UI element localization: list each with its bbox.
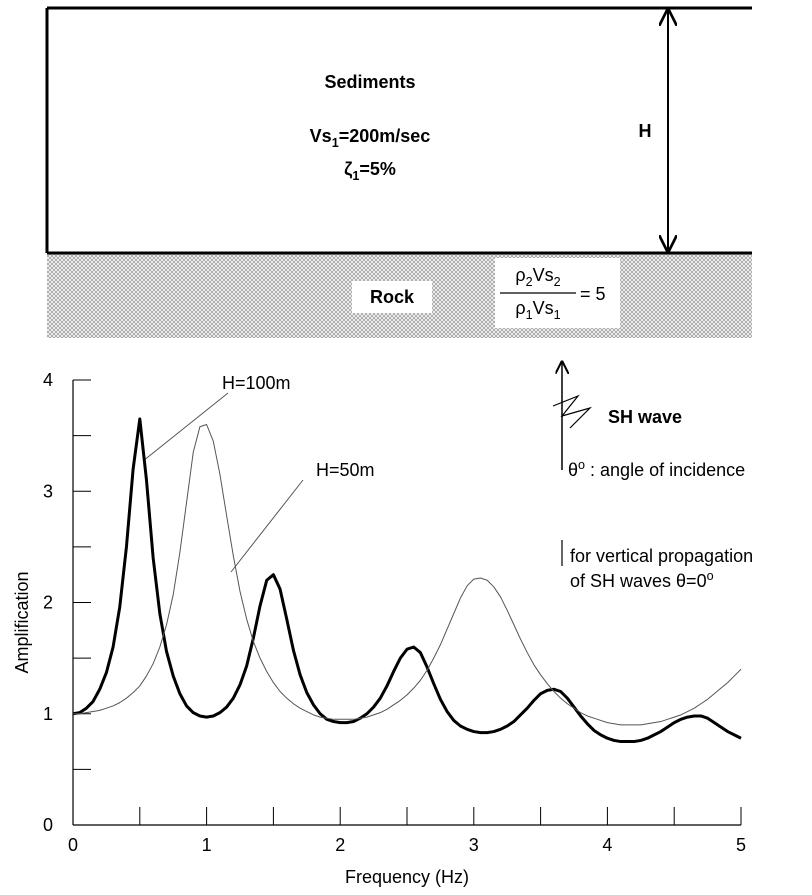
text-segment: : angle of incidence — [585, 460, 745, 480]
label: Vs1=200m/sec — [310, 126, 431, 150]
x-tick-label: 3 — [469, 835, 479, 855]
x-tick-label: 4 — [602, 835, 612, 855]
text-segment: o — [707, 569, 714, 583]
label: ζ1=5% — [344, 159, 396, 183]
text-segment: ρ — [515, 298, 525, 318]
annotation-leader — [230, 479, 304, 573]
ratio-value: = 5 — [580, 284, 606, 304]
rock-label: Rock — [370, 287, 415, 307]
note: for vertical propagation — [570, 546, 753, 566]
x-axis-label: Frequency (Hz) — [345, 867, 469, 887]
text-segment: =5% — [359, 159, 396, 179]
wave-label: SH wave — [608, 407, 682, 427]
label: ρ1Vs1 — [515, 298, 560, 322]
text-segment: ρ — [515, 265, 525, 285]
thickness-label: H — [639, 121, 652, 141]
y-axis-label: Amplification — [12, 571, 32, 673]
text-segment: 1 — [526, 308, 533, 322]
y-tick-label: 0 — [43, 815, 53, 835]
text-segment: of SH waves θ=0 — [570, 571, 707, 591]
text-segment: 1 — [332, 136, 339, 150]
x-tick-label: 2 — [335, 835, 345, 855]
series-line — [72, 417, 742, 744]
text-segment: 2 — [526, 275, 533, 289]
label: ρ2Vs2 — [515, 265, 560, 289]
text-segment: Vs — [310, 126, 332, 146]
text-segment: o — [578, 458, 585, 472]
text-segment: 2 — [554, 275, 561, 289]
label: of SH waves θ=0o — [570, 569, 714, 591]
rock-label-box — [352, 281, 432, 313]
text-segment: θ — [568, 460, 578, 480]
x-tick-label: 1 — [202, 835, 212, 855]
text-segment: Vs — [533, 298, 554, 318]
annotation: H=100m — [222, 373, 291, 393]
annotation-leader — [142, 392, 229, 462]
x-tick-label: 0 — [68, 835, 78, 855]
y-tick-label: 2 — [43, 593, 53, 613]
layer-name: Sediments — [324, 72, 415, 92]
text-segment: Vs — [533, 265, 554, 285]
text-segment: ζ — [344, 159, 352, 180]
y-tick-label: 4 — [43, 370, 53, 390]
label: θo : angle of incidence — [568, 458, 745, 480]
wave-symbol — [552, 394, 593, 429]
y-tick-label: 3 — [43, 481, 53, 501]
text-segment: =200m/sec — [339, 126, 431, 146]
text-segment: 1 — [554, 308, 561, 322]
annotation: H=50m — [316, 460, 375, 480]
series-line — [73, 424, 742, 726]
y-tick-label: 1 — [43, 704, 53, 724]
x-tick-label: 5 — [736, 835, 746, 855]
text-segment: 1 — [352, 169, 359, 183]
